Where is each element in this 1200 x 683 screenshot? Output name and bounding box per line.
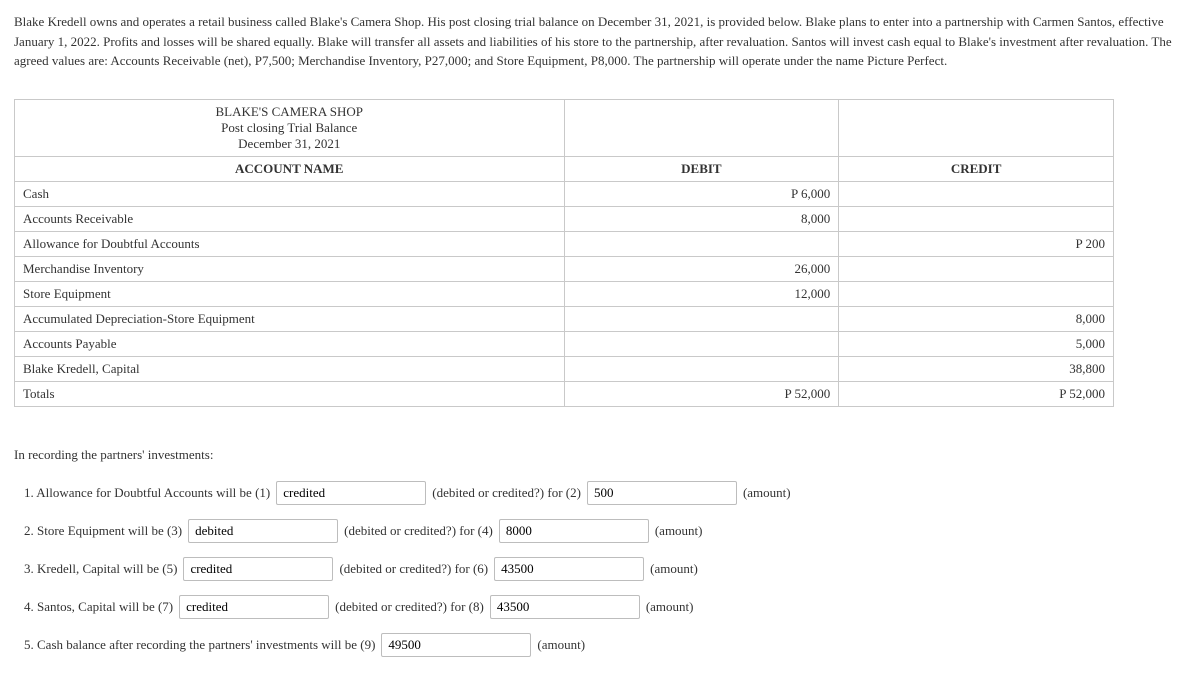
cell-debit: 12,000 — [564, 281, 839, 306]
col-credit: CREDIT — [839, 156, 1114, 181]
q4-pre: 4. Santos, Capital will be (7) — [24, 599, 173, 615]
q4-input-dc[interactable] — [179, 595, 329, 619]
q4-mid: (debited or credited?) for (8) — [335, 599, 484, 615]
cell-debit: 26,000 — [564, 256, 839, 281]
cell-credit: 38,800 — [839, 356, 1114, 381]
q3-mid: (debited or credited?) for (6) — [339, 561, 488, 577]
cell-credit: P 52,000 — [839, 381, 1114, 406]
q5-input-amount[interactable] — [381, 633, 531, 657]
question-4: 4. Santos, Capital will be (7) (debited … — [24, 595, 1186, 619]
q2-pre: 2. Store Equipment will be (3) — [24, 523, 182, 539]
tb-title-line: Post closing Trial Balance — [23, 120, 556, 136]
tb-blank-header — [839, 99, 1114, 156]
cell-debit: 8,000 — [564, 206, 839, 231]
question-5: 5. Cash balance after recording the part… — [24, 633, 1186, 657]
q1-mid: (debited or credited?) for (2) — [432, 485, 581, 501]
cell-name: Cash — [15, 181, 565, 206]
table-row: Accounts Receivable 8,000 — [15, 206, 1114, 231]
table-row: Accounts Payable 5,000 — [15, 331, 1114, 356]
q3-pre: 3. Kredell, Capital will be (5) — [24, 561, 177, 577]
q1-pre: 1. Allowance for Doubtful Accounts will … — [24, 485, 270, 501]
section-label: In recording the partners' investments: — [14, 447, 1186, 463]
trial-balance-table: BLAKE'S CAMERA SHOP Post closing Trial B… — [14, 99, 1114, 407]
cell-credit: P 200 — [839, 231, 1114, 256]
tb-title-cell: BLAKE'S CAMERA SHOP Post closing Trial B… — [15, 99, 565, 156]
cell-credit: 8,000 — [839, 306, 1114, 331]
q4-post: (amount) — [646, 599, 694, 615]
cell-name: Totals — [15, 381, 565, 406]
tb-title-line: December 31, 2021 — [23, 136, 556, 152]
cell-name: Store Equipment — [15, 281, 565, 306]
q3-input-amount[interactable] — [494, 557, 644, 581]
question-2: 2. Store Equipment will be (3) (debited … — [24, 519, 1186, 543]
cell-debit — [564, 306, 839, 331]
table-row: Store Equipment 12,000 — [15, 281, 1114, 306]
tb-title-line: BLAKE'S CAMERA SHOP — [23, 104, 556, 120]
q1-input-amount[interactable] — [587, 481, 737, 505]
q3-input-dc[interactable] — [183, 557, 333, 581]
question-1: 1. Allowance for Doubtful Accounts will … — [24, 481, 1186, 505]
cell-credit: 5,000 — [839, 331, 1114, 356]
table-row: Accumulated Depreciation-Store Equipment… — [15, 306, 1114, 331]
cell-name: Accounts Receivable — [15, 206, 565, 231]
cell-name: Accumulated Depreciation-Store Equipment — [15, 306, 565, 331]
table-row: Cash P 6,000 — [15, 181, 1114, 206]
cell-credit — [839, 181, 1114, 206]
col-account-name: ACCOUNT NAME — [15, 156, 565, 181]
table-row: Allowance for Doubtful Accounts P 200 — [15, 231, 1114, 256]
q2-input-amount[interactable] — [499, 519, 649, 543]
cell-debit: P 52,000 — [564, 381, 839, 406]
cell-debit — [564, 356, 839, 381]
col-debit: DEBIT — [564, 156, 839, 181]
cell-name: Accounts Payable — [15, 331, 565, 356]
table-row: Blake Kredell, Capital 38,800 — [15, 356, 1114, 381]
q1-input-dc[interactable] — [276, 481, 426, 505]
table-row: Merchandise Inventory 26,000 — [15, 256, 1114, 281]
q2-input-dc[interactable] — [188, 519, 338, 543]
question-3: 3. Kredell, Capital will be (5) (debited… — [24, 557, 1186, 581]
tb-blank-header — [564, 99, 839, 156]
q4-input-amount[interactable] — [490, 595, 640, 619]
q3-post: (amount) — [650, 561, 698, 577]
table-row: Totals P 52,000 P 52,000 — [15, 381, 1114, 406]
cell-debit: P 6,000 — [564, 181, 839, 206]
q5-post: (amount) — [537, 637, 585, 653]
q2-post: (amount) — [655, 523, 703, 539]
cell-name: Blake Kredell, Capital — [15, 356, 565, 381]
cell-debit — [564, 231, 839, 256]
cell-name: Merchandise Inventory — [15, 256, 565, 281]
problem-intro: Blake Kredell owns and operates a retail… — [14, 12, 1186, 71]
cell-credit — [839, 206, 1114, 231]
q1-post: (amount) — [743, 485, 791, 501]
cell-credit — [839, 281, 1114, 306]
cell-debit — [564, 331, 839, 356]
q5-pre: 5. Cash balance after recording the part… — [24, 637, 375, 653]
cell-name: Allowance for Doubtful Accounts — [15, 231, 565, 256]
cell-credit — [839, 256, 1114, 281]
q2-mid: (debited or credited?) for (4) — [344, 523, 493, 539]
